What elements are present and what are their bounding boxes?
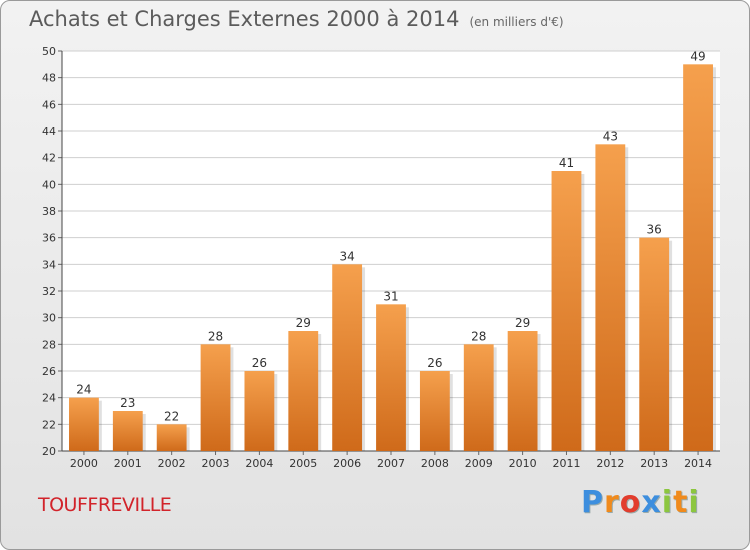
- data-label: 34: [339, 249, 354, 263]
- bar: [156, 424, 187, 451]
- logo-letter: i: [661, 485, 674, 520]
- x-tick-label: 2002: [158, 457, 186, 470]
- y-tick-label: 28: [42, 338, 56, 351]
- y-tick-label: 22: [42, 418, 56, 431]
- bar: [112, 411, 143, 451]
- data-label: 43: [603, 129, 618, 143]
- chart-title-text: Achats et Charges Externes 2000 à 2014: [29, 7, 460, 31]
- y-tick-label: 30: [42, 312, 56, 325]
- bar: [288, 331, 319, 451]
- bar: [639, 237, 670, 451]
- place-name: TOUFFREVILLE: [38, 494, 172, 516]
- x-tick-label: 2013: [640, 457, 668, 470]
- x-tick-label: 2008: [421, 457, 449, 470]
- bar: [419, 371, 450, 451]
- logo-letter: x: [641, 485, 662, 520]
- bar: [595, 144, 626, 452]
- x-tick-label: 2009: [465, 457, 493, 470]
- y-tick-label: 44: [42, 125, 56, 138]
- data-label: 26: [427, 356, 442, 370]
- logo-letter: i: [688, 485, 700, 520]
- data-label: 24: [76, 383, 91, 397]
- bar: [507, 331, 538, 451]
- y-tick-label: 36: [42, 232, 56, 245]
- x-tick-label: 2012: [596, 457, 624, 470]
- logo-letter: o: [619, 485, 642, 520]
- data-label: 28: [208, 329, 223, 343]
- proxiti-logo: Proxiti: [581, 485, 700, 520]
- data-label: 49: [690, 49, 705, 63]
- chart-subtitle: (en milliers d'€): [469, 15, 564, 29]
- bar: [376, 304, 406, 451]
- y-tick-label: 50: [42, 45, 56, 58]
- data-label: 29: [515, 316, 530, 330]
- data-label: 41: [559, 156, 574, 170]
- y-tick-label: 32: [42, 285, 56, 298]
- data-label: 36: [647, 223, 662, 237]
- y-tick-label: 40: [42, 178, 56, 191]
- bar: [683, 64, 713, 452]
- y-tick-label: 46: [42, 98, 56, 111]
- bar: [200, 344, 231, 451]
- bar: [551, 171, 582, 451]
- bar: [463, 344, 494, 451]
- y-tick-label: 38: [42, 205, 56, 218]
- x-tick-label: 2000: [70, 457, 98, 470]
- y-tick-label: 24: [42, 392, 56, 405]
- y-tick-label: 48: [42, 72, 56, 85]
- bar: [69, 397, 99, 451]
- x-tick-label: 2005: [289, 457, 317, 470]
- logo-letter: P: [581, 485, 604, 520]
- x-tick-label: 2014: [684, 457, 712, 470]
- data-label: 22: [164, 409, 179, 423]
- y-tick-label: 26: [42, 365, 56, 378]
- y-tick-label: 42: [42, 152, 56, 165]
- y-tick-label: 34: [42, 258, 56, 271]
- bar: [332, 264, 363, 451]
- x-tick-label: 2006: [333, 457, 361, 470]
- logo-letter: t: [673, 485, 689, 520]
- x-tick-label: 2004: [245, 457, 273, 470]
- data-label: 29: [296, 316, 311, 330]
- logo-letter: r: [604, 485, 620, 520]
- x-tick-label: 2011: [552, 457, 580, 470]
- data-label: 28: [471, 329, 486, 343]
- bar: [244, 371, 275, 451]
- chart-title: Achats et Charges Externes 2000 à 2014 (e…: [29, 7, 564, 31]
- data-label: 31: [383, 289, 398, 303]
- x-tick-label: 2003: [202, 457, 230, 470]
- data-label: 23: [120, 396, 135, 410]
- data-label: 26: [252, 356, 267, 370]
- x-tick-label: 2007: [377, 457, 405, 470]
- x-tick-label: 2001: [114, 457, 142, 470]
- y-tick-label: 20: [42, 445, 56, 458]
- x-tick-label: 2010: [509, 457, 537, 470]
